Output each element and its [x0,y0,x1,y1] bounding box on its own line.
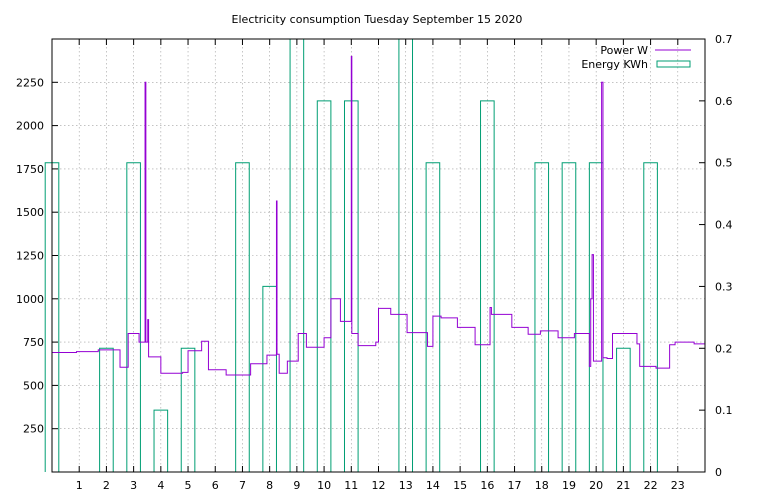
chart-title: Electricity consumption Tuesday Septembe… [232,13,523,26]
y2-tick-label: 0 [715,466,722,479]
x-tick-label: 12 [372,479,386,492]
y-tick-label: 250 [23,423,44,436]
legend: Power W Energy KWh [581,44,691,71]
energy-bar [153,409,169,472]
energy-bar [99,347,114,472]
y-tick-label: 1750 [16,163,44,176]
energy-bar [262,285,277,472]
y-tick-label: 1250 [16,250,44,263]
energy-bar [480,100,495,472]
x-tick-label: 14 [426,479,440,492]
y2-tick-label: 0.4 [715,219,733,232]
x-tick-label: 23 [671,479,685,492]
x-tick-label: 5 [185,479,192,492]
legend-label-power: Power W [600,44,648,57]
x-tick-label: 18 [535,479,549,492]
x-tick-label: 4 [157,479,164,492]
energy-bar [534,162,550,472]
energy-bar [316,100,332,472]
x-tick-label: 22 [644,479,658,492]
y-tick-label: 2000 [16,120,44,133]
energy-bar [180,347,196,472]
y-tick-label: 500 [23,379,44,392]
x-tick-label: 21 [616,479,630,492]
power-series [52,55,705,376]
x-tick-label: 10 [317,479,331,492]
x-tick-label: 6 [212,479,219,492]
y-tick-label: 1500 [16,206,44,219]
x-tick-label: 1 [76,479,83,492]
x-tick-label: 3 [130,479,137,492]
energy-bar [643,162,658,472]
x-tick-label: 19 [562,479,576,492]
y-tick-label: 1000 [16,293,44,306]
y-tick-label: 750 [23,336,44,349]
grid-layer [52,39,705,472]
energy-bar [126,162,141,472]
x-tick-label: 7 [239,479,246,492]
y2-tick-label: 0.7 [715,33,733,46]
x-tick-label: 9 [293,479,300,492]
energy-bar [235,162,250,472]
x-tick-label: 15 [453,479,467,492]
x-tick-label: 11 [344,479,358,492]
x-tick-label: 20 [589,479,603,492]
energy-bar [561,162,577,472]
axes-layer: 250 500 750 1000 1250 1500 1750 2000 2250 0 0.1 0.2… [16,33,733,492]
y2-tick-label: 0.1 [715,404,733,417]
x-tick-label: 17 [508,479,522,492]
y-tick-label: 2250 [16,76,44,89]
energy-bar [616,347,631,472]
y2-tick-label: 0.6 [715,95,733,108]
x-tick-label: 16 [480,479,494,492]
y2-tick-label: 0.2 [715,342,733,355]
x-tick-label: 13 [399,479,413,492]
x-tick-label: 2 [103,479,110,492]
legend-label-energy: Energy KWh [581,58,648,71]
y2-tick-label: 0.3 [715,280,733,293]
y2-tick-label: 0.5 [715,157,733,170]
power-line [52,55,705,376]
legend-swatch-energy [656,60,691,68]
energy-bar [425,162,441,472]
x-tick-label: 8 [266,479,273,492]
